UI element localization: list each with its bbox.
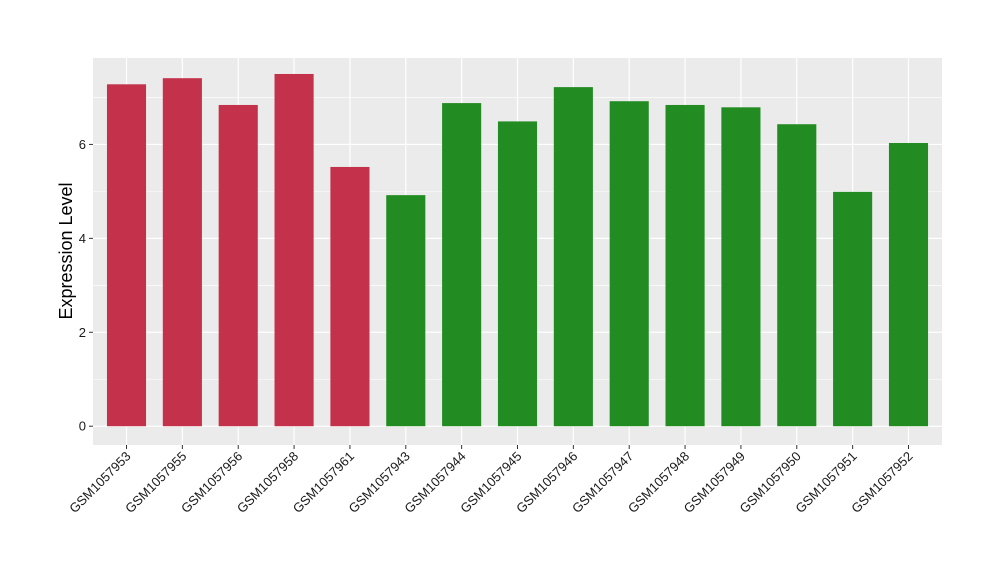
y-axis: 0 2 4 6: [79, 137, 93, 434]
bar-GSM1057952: [888, 143, 929, 427]
bar-GSM1057956: [218, 104, 258, 427]
bar-GSM1057947: [609, 101, 649, 427]
bar-GSM1057949: [721, 107, 761, 427]
y-tick-label: 2: [79, 325, 86, 340]
bar-GSM1057955: [162, 78, 202, 427]
y-axis-label: Expression Level: [56, 182, 76, 319]
bar-GSM1057958: [274, 73, 314, 427]
y-tick-label: 4: [79, 231, 86, 246]
bar-GSM1057944: [442, 103, 482, 427]
bar-GSM1057950: [777, 124, 817, 427]
bars: [106, 73, 929, 427]
bar-GSM1057945: [497, 121, 538, 427]
x-axis: GSM1057953GSM1057955GSM1057956GSM1057958…: [66, 445, 916, 516]
bar-GSM1057948: [665, 104, 705, 427]
y-tick-label: 0: [79, 419, 86, 434]
bar-GSM1057951: [833, 191, 873, 427]
bar-GSM1057953: [106, 84, 147, 427]
bar-GSM1057961: [330, 166, 370, 427]
bar-GSM1057946: [553, 87, 593, 427]
y-tick-label: 6: [79, 137, 86, 152]
bar-GSM1057943: [386, 195, 426, 427]
